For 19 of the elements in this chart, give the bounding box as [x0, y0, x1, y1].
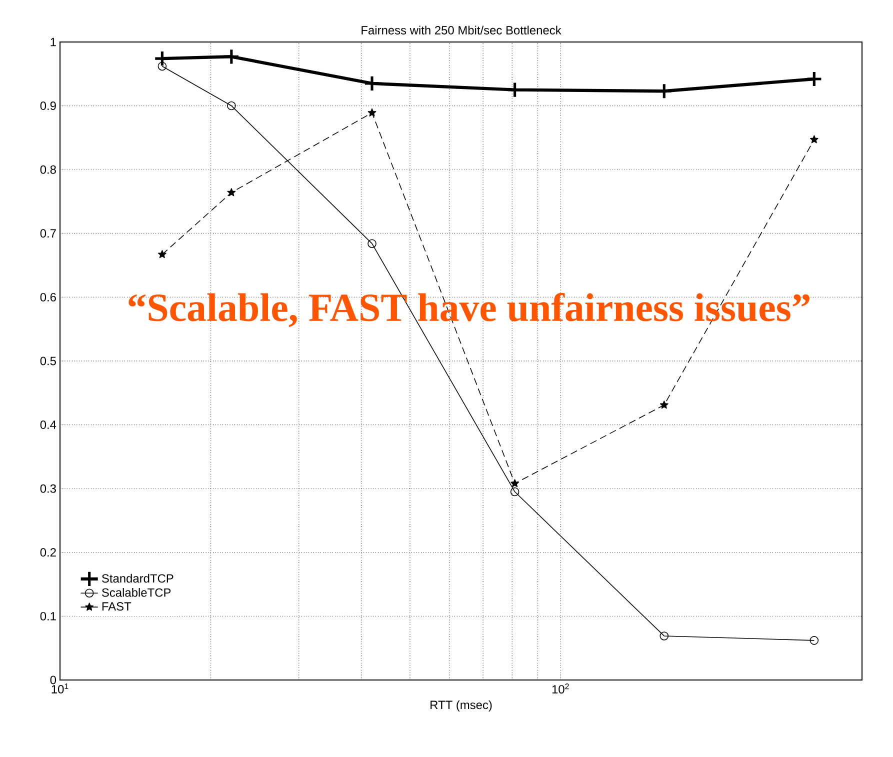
y-tick-label: 0.9: [40, 102, 56, 110]
x-axis-title: RTT (msec): [430, 700, 492, 712]
y-tick-label: 0.4: [40, 420, 56, 430]
legend-label: FAST: [102, 602, 132, 611]
annotation: “Scalable, FAST have unfairness issues”: [128, 292, 810, 328]
y-tick-label: 0.3: [40, 484, 56, 493]
x-tick-label: 10$^{1}$: [52, 684, 68, 694]
y-tick-label: 1: [50, 38, 56, 46]
legend-label: ScalableTCP: [102, 588, 171, 597]
x-tick-label: 10$^{2}$: [552, 684, 569, 694]
y-tick-label: 0.5: [40, 356, 56, 366]
legend-label: StandardTCP: [102, 574, 174, 583]
y-tick-label: 0.2: [40, 548, 56, 557]
chart-title: Fairness with 250 Mbit/sec Bottleneck: [362, 26, 562, 34]
y-tick-label: 0.1: [40, 612, 56, 620]
y-tick-label: 0: [50, 676, 56, 684]
y-tick-label: 0.7: [40, 229, 56, 238]
y-tick-label: 0.8: [40, 165, 56, 174]
y-tick-label: 0.6: [40, 292, 56, 302]
